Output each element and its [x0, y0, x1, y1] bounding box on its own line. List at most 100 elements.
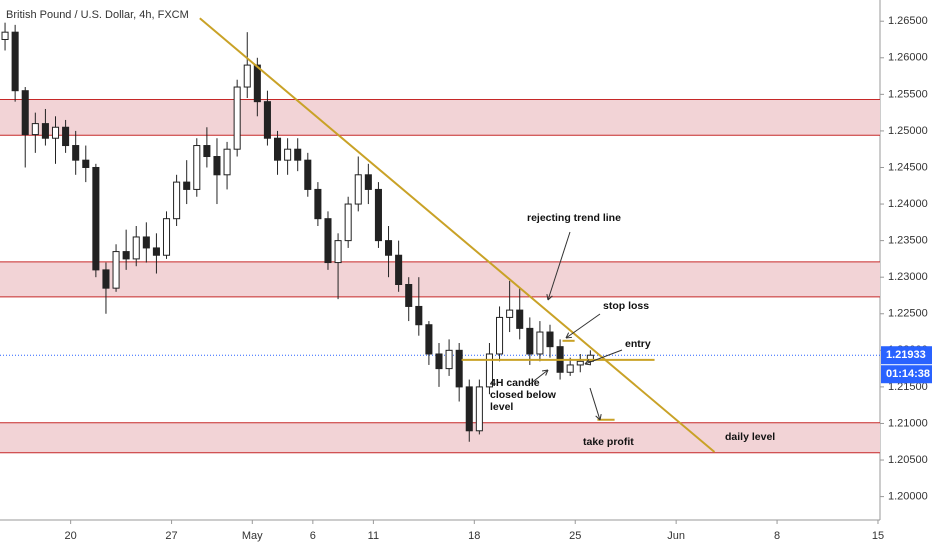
arrow-shaft — [529, 369, 549, 385]
zone — [0, 422, 880, 453]
candle-body — [62, 126, 70, 147]
candle-body — [314, 188, 322, 220]
arrow-head — [595, 415, 601, 421]
arrow-head — [545, 369, 549, 376]
x-tick-label: 27 — [165, 530, 177, 542]
candle-body — [162, 218, 171, 256]
candle-body — [395, 254, 403, 286]
x-tick-label: 18 — [468, 530, 480, 542]
candle-body — [405, 284, 413, 307]
candle-body — [485, 353, 493, 388]
candle-body — [132, 236, 140, 260]
candle-body — [475, 386, 483, 432]
x-tick-label: 25 — [569, 530, 581, 542]
candle-body — [263, 101, 271, 139]
x-tick-label: 8 — [774, 530, 780, 542]
candle-body — [445, 349, 453, 370]
annotation: take profit — [583, 436, 634, 448]
candle-body — [11, 31, 19, 92]
x-tick-label: May — [242, 530, 263, 542]
arrow-head — [565, 332, 570, 339]
arrow-shaft — [584, 349, 623, 365]
candle-body — [516, 309, 524, 329]
y-tick-label: 1.26500 — [888, 15, 928, 27]
candle-body — [385, 240, 393, 256]
x-tick-label: 15 — [872, 530, 884, 542]
x-tick-label: 11 — [368, 530, 379, 542]
annotation: entry — [625, 338, 651, 350]
candle-body — [566, 364, 574, 373]
candle-body — [576, 360, 584, 366]
arrow-head — [547, 295, 553, 301]
candle-body — [193, 145, 201, 190]
annotation: 4H candle — [490, 377, 540, 389]
chart-title: British Pound / U.S. Dollar, 4h, FXCM — [6, 9, 189, 21]
candle-body — [122, 251, 130, 260]
arrow-head — [584, 359, 590, 365]
candle-body — [374, 188, 382, 242]
y-tick-label: 1.23000 — [888, 271, 928, 283]
y-tick-label: 1.26000 — [888, 52, 928, 64]
y-tick-label: 1.23500 — [888, 235, 928, 247]
candle-body — [546, 331, 554, 348]
countdown-box — [881, 365, 932, 384]
candle-body — [415, 305, 423, 326]
arrow-head — [599, 414, 602, 421]
zone — [0, 261, 880, 297]
candle-body — [294, 148, 302, 161]
candle-body — [334, 240, 342, 264]
candle-body — [273, 137, 282, 161]
candle-body — [344, 203, 352, 242]
arrow-shaft — [565, 313, 601, 339]
y-tick-label: 1.22500 — [888, 308, 928, 320]
candle-body — [213, 156, 221, 176]
arrow-head — [565, 336, 573, 339]
candle-body — [496, 316, 504, 355]
last-price-label: 1.21933 — [886, 349, 926, 361]
arrow-shaft — [589, 387, 601, 421]
candle-body — [51, 126, 60, 139]
candle-body — [21, 90, 29, 136]
candle-body — [506, 309, 514, 318]
y-tick-label: 1.21000 — [888, 417, 928, 429]
candle-body — [284, 148, 292, 161]
candle-body — [243, 64, 251, 88]
annotation: daily level — [725, 431, 775, 443]
last-price-box — [881, 346, 932, 365]
candle-body — [223, 148, 231, 176]
candle-body — [142, 236, 150, 249]
annotation: level — [490, 401, 513, 413]
candle-body — [31, 123, 39, 136]
arrow-shaft — [547, 231, 571, 301]
x-tick-label: 6 — [310, 530, 316, 542]
y-tick-label: 1.21500 — [888, 381, 928, 393]
candle-body — [455, 349, 463, 388]
arrow-head — [546, 294, 549, 301]
y-tick-label: 1.25500 — [888, 88, 928, 100]
x-tick-label: 20 — [65, 530, 77, 542]
arrow-head — [584, 363, 592, 366]
candle-body — [233, 86, 241, 150]
candle-body — [72, 145, 80, 161]
candle-body — [41, 123, 49, 139]
y-tick-label: 1.20000 — [888, 491, 928, 503]
candle-body — [586, 354, 594, 362]
y-tick-label: 1.24500 — [888, 161, 928, 173]
candle-body — [203, 145, 211, 158]
candle-body — [92, 166, 100, 271]
candle-body — [253, 64, 261, 103]
candle-body — [304, 159, 312, 190]
arrow-head — [541, 369, 549, 372]
x-tick-label: Jun — [667, 530, 685, 542]
candle-body — [183, 181, 191, 190]
candle-body — [82, 159, 90, 168]
annotation: stop loss — [603, 300, 649, 312]
candle-body — [364, 174, 372, 190]
candle-body — [102, 269, 110, 289]
candle-body — [425, 324, 433, 355]
candle-body — [173, 181, 181, 220]
countdown-label: 01:14:38 — [886, 368, 930, 380]
candle-body — [526, 327, 534, 355]
drawing-line — [199, 17, 716, 453]
